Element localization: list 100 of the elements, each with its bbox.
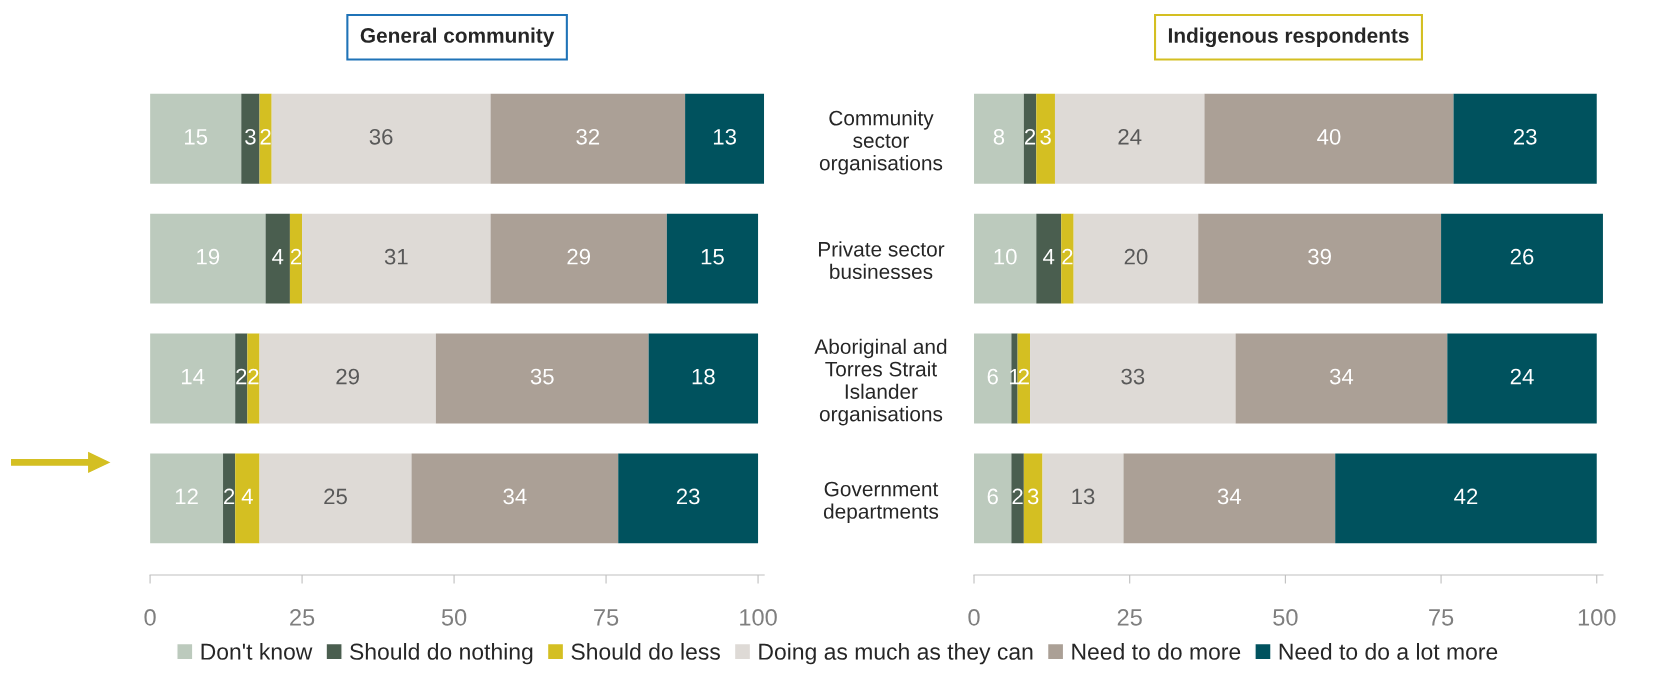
- data-label: 23: [676, 488, 700, 505]
- y-tick-label: Private sector businesses: [818, 241, 945, 280]
- bar: [289, 213, 303, 304]
- data-label: 2: [290, 248, 302, 265]
- chart-title: Indigenous respondents: [1168, 27, 1409, 48]
- bar: [259, 453, 412, 544]
- data-label: 23: [1513, 128, 1537, 145]
- bar: [235, 453, 260, 544]
- data-label: 13: [1072, 488, 1095, 505]
- bar: [1198, 213, 1442, 304]
- data-label: 32: [576, 128, 600, 145]
- data-label: 4: [272, 249, 284, 265]
- bar: [974, 333, 1012, 424]
- bar: [1204, 93, 1454, 184]
- data-label: 3: [1040, 128, 1051, 145]
- bar: [247, 333, 260, 424]
- legend-label: Need to do more: [1072, 643, 1241, 660]
- data-label: 42: [1454, 488, 1478, 505]
- bar: [235, 333, 248, 424]
- x-tick-label: 25: [1117, 609, 1142, 626]
- x-tick-label: 25: [290, 609, 315, 626]
- bar: [490, 213, 667, 304]
- data-label: 34: [1329, 368, 1354, 385]
- data-label: 14: [181, 368, 205, 385]
- bar: [271, 93, 491, 184]
- bar: [1447, 333, 1597, 424]
- legend-label: Need to do a lot more: [1279, 643, 1498, 660]
- bar: [618, 453, 759, 544]
- data-label: 10: [994, 248, 1017, 265]
- data-label: 3: [245, 128, 256, 145]
- bar: [1453, 93, 1597, 184]
- legend-label: Doing as much as they can: [759, 643, 1033, 665]
- data-label: 12: [175, 488, 198, 505]
- y-tick-label: Aboriginal and Torres Strait Islander organisations: [814, 338, 947, 426]
- bar: [265, 213, 290, 304]
- y-tick-label: Government departments: [823, 481, 939, 523]
- x-tick-label: 50: [1273, 609, 1298, 626]
- data-label: 2: [248, 368, 259, 385]
- bar: [1030, 333, 1236, 424]
- data-label: 34: [1217, 488, 1242, 505]
- bar: [150, 333, 236, 424]
- data-label: 4: [241, 488, 253, 505]
- data-label: 4: [1043, 249, 1055, 265]
- data-label: 2: [236, 368, 247, 385]
- data-label: 31: [384, 248, 408, 265]
- bar: [974, 93, 1024, 184]
- bar: [974, 213, 1037, 304]
- bar: [1011, 453, 1024, 544]
- bar: [150, 453, 224, 544]
- data-label: 2: [1018, 368, 1029, 385]
- chart-title: General community: [360, 27, 555, 47]
- data-label: 24: [1118, 128, 1142, 145]
- bar: [1036, 213, 1062, 304]
- data-label: 40: [1317, 128, 1341, 145]
- x-tick-label: 100: [1578, 609, 1616, 626]
- data-label: 6: [987, 368, 998, 385]
- bar: [1441, 213, 1603, 304]
- bar: [490, 93, 686, 184]
- data-label: 20: [1124, 248, 1148, 265]
- data-label: 8: [993, 128, 1005, 145]
- data-label: 2: [1025, 128, 1036, 145]
- data-label: 13: [713, 128, 736, 145]
- bar: [685, 93, 765, 184]
- data-label: 39: [1308, 248, 1331, 265]
- bar: [974, 453, 1012, 544]
- bar: [150, 93, 242, 184]
- bar: [1123, 453, 1336, 544]
- x-tick-label: 100: [740, 609, 777, 626]
- data-label: 34: [503, 488, 527, 505]
- data-label: 26: [1510, 248, 1534, 265]
- bar: [1036, 93, 1055, 184]
- data-label: 2: [260, 128, 271, 145]
- legend-label: Should do less: [571, 643, 720, 660]
- bar: [223, 453, 236, 544]
- data-label: 36: [369, 128, 393, 145]
- bar: [259, 93, 272, 184]
- data-label: 18: [692, 368, 715, 385]
- data-label: 19: [197, 248, 220, 265]
- x-tick-label: 50: [441, 609, 467, 626]
- data-label: 15: [185, 129, 208, 145]
- data-label: 35: [530, 368, 554, 385]
- x-tick-label: 0: [968, 609, 980, 626]
- bar: [302, 213, 491, 304]
- bar: [1054, 93, 1205, 184]
- bar: [648, 333, 759, 424]
- x-tick-label: 0: [144, 609, 156, 626]
- bar: [1073, 213, 1199, 304]
- bar: [1023, 93, 1037, 184]
- legend-label: Should do nothing: [350, 643, 533, 665]
- data-label: 2: [1062, 248, 1073, 265]
- x-tick-label: 75: [1429, 609, 1454, 626]
- bar: [1335, 453, 1597, 544]
- x-tick-label: 75: [594, 609, 619, 626]
- bar: [1235, 333, 1448, 424]
- bar: [150, 213, 266, 304]
- bar: [1061, 213, 1074, 304]
- y-tick-label: Community sector organisations: [819, 110, 943, 175]
- data-label: 2: [224, 488, 235, 505]
- bar: [1023, 453, 1043, 544]
- data-label: 33: [1121, 368, 1145, 385]
